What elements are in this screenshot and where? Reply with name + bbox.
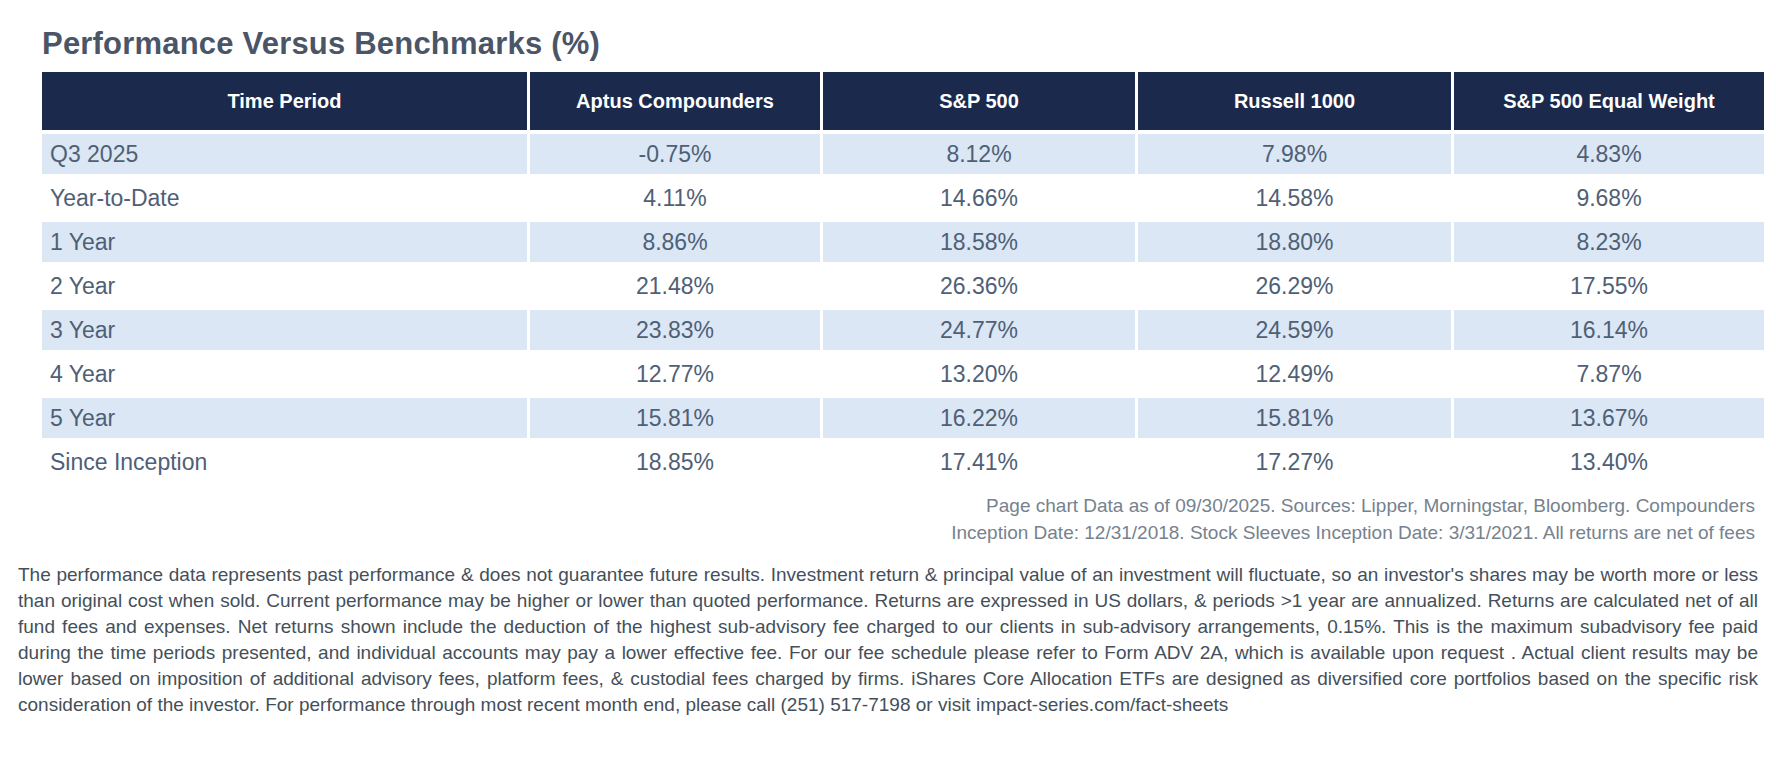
row-label: Year-to-Date	[42, 178, 527, 218]
table-cell: 21.48%	[530, 266, 820, 306]
table-cell: 13.20%	[823, 354, 1135, 394]
page-title: Performance Versus Benchmarks (%)	[42, 26, 1776, 62]
table-row: 1 Year 8.86% 18.58% 18.80% 8.23%	[42, 222, 1764, 262]
row-label: 5 Year	[42, 398, 527, 438]
table-cell: 23.83%	[530, 310, 820, 350]
table-cell: 18.58%	[823, 222, 1135, 262]
table-cell: 18.80%	[1138, 222, 1451, 262]
table-cell: 4.83%	[1454, 134, 1764, 174]
table-cell: 13.67%	[1454, 398, 1764, 438]
data-source-note: Page chart Data as of 09/30/2025. Source…	[0, 492, 1755, 546]
table-cell: 8.12%	[823, 134, 1135, 174]
table-row: 4 Year 12.77% 13.20% 12.49% 7.87%	[42, 354, 1764, 394]
fact-sheet-page: Performance Versus Benchmarks (%) Time P…	[0, 0, 1776, 778]
table-cell: 12.49%	[1138, 354, 1451, 394]
table-cell: 16.14%	[1454, 310, 1764, 350]
row-label: 3 Year	[42, 310, 527, 350]
row-label: Q3 2025	[42, 134, 527, 174]
table-cell: -0.75%	[530, 134, 820, 174]
table-cell: 9.68%	[1454, 178, 1764, 218]
table-cell: 17.41%	[823, 442, 1135, 482]
col-header-time-period: Time Period	[42, 72, 527, 130]
table-cell: 18.85%	[530, 442, 820, 482]
row-label: 1 Year	[42, 222, 527, 262]
performance-table: Time Period Aptus Compounders S&P 500 Ru…	[39, 68, 1767, 486]
table-row: 5 Year 15.81% 16.22% 15.81% 13.67%	[42, 398, 1764, 438]
table-cell: 7.98%	[1138, 134, 1451, 174]
table-cell: 4.11%	[530, 178, 820, 218]
table-cell: 26.36%	[823, 266, 1135, 306]
table-cell: 8.23%	[1454, 222, 1764, 262]
table-header-row: Time Period Aptus Compounders S&P 500 Ru…	[42, 72, 1764, 130]
table-cell: 24.77%	[823, 310, 1135, 350]
table-cell: 12.77%	[530, 354, 820, 394]
col-header-russell-1000: Russell 1000	[1138, 72, 1451, 130]
disclaimer-text: The performance data represents past per…	[18, 562, 1758, 718]
table-cell: 15.81%	[1138, 398, 1451, 438]
table-cell: 24.59%	[1138, 310, 1451, 350]
col-header-sp500-equal-weight: S&P 500 Equal Weight	[1454, 72, 1764, 130]
table-row: 2 Year 21.48% 26.36% 26.29% 17.55%	[42, 266, 1764, 306]
col-header-sp500: S&P 500	[823, 72, 1135, 130]
table-cell: 14.66%	[823, 178, 1135, 218]
row-label: Since Inception	[42, 442, 527, 482]
table-cell: 15.81%	[530, 398, 820, 438]
table-cell: 26.29%	[1138, 266, 1451, 306]
table-cell: 17.27%	[1138, 442, 1451, 482]
col-header-aptus-compounders: Aptus Compounders	[530, 72, 820, 130]
table-row: Since Inception 18.85% 17.41% 17.27% 13.…	[42, 442, 1764, 482]
data-source-note-line1: Page chart Data as of 09/30/2025. Source…	[986, 495, 1755, 516]
table-row: 3 Year 23.83% 24.77% 24.59% 16.14%	[42, 310, 1764, 350]
table-cell: 17.55%	[1454, 266, 1764, 306]
data-source-note-line2: Inception Date: 12/31/2018. Stock Sleeve…	[951, 522, 1755, 543]
row-label: 4 Year	[42, 354, 527, 394]
table-cell: 16.22%	[823, 398, 1135, 438]
table-cell: 13.40%	[1454, 442, 1764, 482]
table-row: Year-to-Date 4.11% 14.66% 14.58% 9.68%	[42, 178, 1764, 218]
row-label: 2 Year	[42, 266, 527, 306]
table-cell: 14.58%	[1138, 178, 1451, 218]
table-row: Q3 2025 -0.75% 8.12% 7.98% 4.83%	[42, 134, 1764, 174]
table-cell: 7.87%	[1454, 354, 1764, 394]
table-cell: 8.86%	[530, 222, 820, 262]
